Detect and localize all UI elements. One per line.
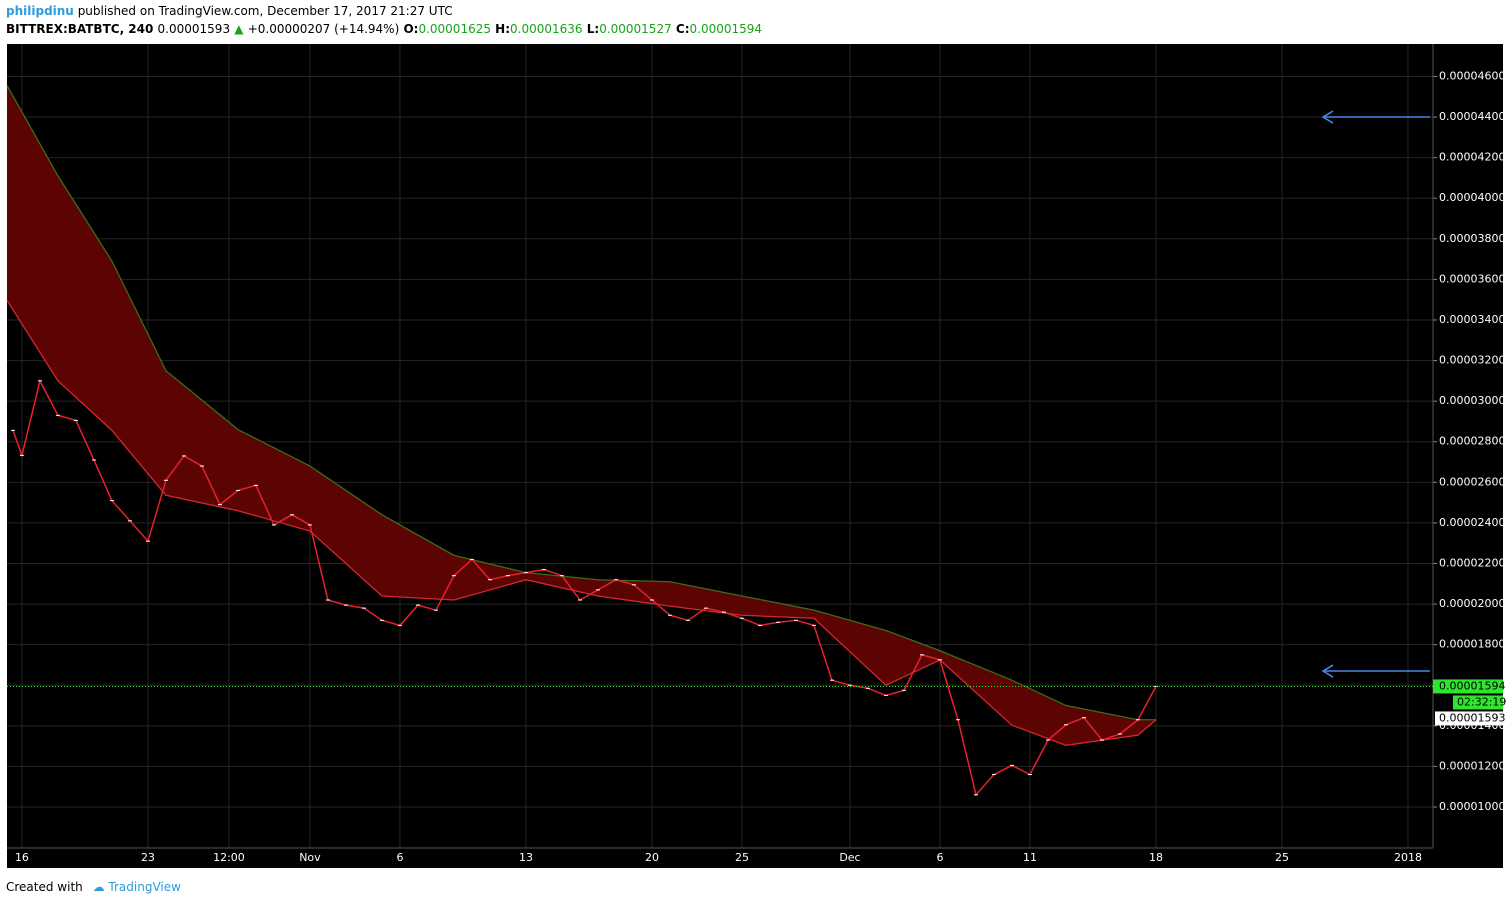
last-price-box: [1433, 679, 1503, 694]
y-tick-label: 0.00001200: [1439, 759, 1505, 772]
ema-line: [6, 85, 1156, 721]
y-tick-label: 0.00004400: [1439, 110, 1505, 123]
x-tick-label: Dec: [839, 851, 860, 864]
published: published on TradingView.com, December 1…: [77, 4, 453, 18]
y-tick-label: 0.00003600: [1439, 272, 1505, 285]
x-tick-label: 16: [15, 851, 29, 864]
y-tick-label: 0.00001000: [1439, 800, 1505, 813]
countdown-label: 02:32:19: [1457, 695, 1506, 708]
price: 0.00001593: [157, 22, 231, 36]
y-tick-label: 0.00003400: [1439, 313, 1505, 326]
bid-box: [1435, 711, 1503, 726]
author[interactable]: philipdinu: [6, 4, 74, 18]
symbol: BITTREX:BATBTC, 240: [6, 22, 154, 36]
brand-name[interactable]: TradingView: [108, 880, 181, 894]
h-label: H:: [495, 22, 511, 36]
last-price-label: 0.00001594: [1439, 679, 1505, 692]
countdown-box: [1453, 695, 1503, 710]
y-tick-label: 0.00004200: [1439, 151, 1505, 164]
publish-line: philipdinu published on TradingView.com,…: [6, 4, 453, 18]
low: 0.00001527: [599, 22, 672, 36]
high: 0.00001636: [510, 22, 583, 36]
y-tick-label: 0.00004000: [1439, 191, 1505, 204]
bid-label: 0.00001593: [1439, 711, 1505, 724]
ohlc-line: BITTREX:BATBTC, 240 0.00001593 ▲ +0.0000…: [6, 22, 762, 36]
arrow-head: [1321, 664, 1334, 678]
x-tick-label: 25: [1275, 851, 1289, 864]
x-tick-label: 2018: [1394, 851, 1422, 864]
y-tick-label: 0.00001800: [1439, 638, 1505, 651]
open: 0.00001625: [418, 22, 491, 36]
close: 0.00001594: [689, 22, 763, 36]
arrow-head: [1321, 110, 1334, 124]
x-tick-label: 25: [735, 851, 749, 864]
l-label: L:: [586, 22, 600, 36]
change: +0.00000207 (+14.94%): [247, 22, 400, 36]
x-tick-label: Nov: [299, 851, 321, 864]
x-tick-label: 12:00: [213, 851, 245, 864]
x-tick-label: 6: [936, 851, 943, 864]
y-tick-label: 0.00002600: [1439, 475, 1505, 488]
brand[interactable]: ☁ TradingView: [92, 880, 181, 894]
x-tick-label: 11: [1023, 851, 1037, 864]
y-tick-label: 0.00003200: [1439, 354, 1505, 367]
o-label: O:: [403, 22, 419, 36]
x-tick-label: 13: [519, 851, 533, 864]
y-tick-label: 0.00004600: [1439, 69, 1505, 82]
c-label: C:: [675, 22, 690, 36]
up-arrow: ▲: [234, 22, 244, 36]
x-tick-label: 6: [396, 851, 403, 864]
x-tick-label: 23: [141, 851, 155, 864]
x-tick-label: 20: [645, 851, 659, 864]
y-tick-label: 0.00003000: [1439, 394, 1505, 407]
y-tick-label: 0.00002800: [1439, 435, 1505, 448]
footer: Created with ☁ TradingView: [6, 880, 181, 894]
y-tick-label: 0.00002400: [1439, 516, 1505, 529]
y-tick-label: 0.00002200: [1439, 556, 1505, 569]
y-tick-label: 0.00002000: [1439, 597, 1505, 610]
y-tick-label: 0.00003800: [1439, 232, 1505, 245]
ema-line: [6, 299, 1157, 746]
x-tick-label: 18: [1149, 851, 1163, 864]
created-with: Created with: [6, 880, 83, 894]
